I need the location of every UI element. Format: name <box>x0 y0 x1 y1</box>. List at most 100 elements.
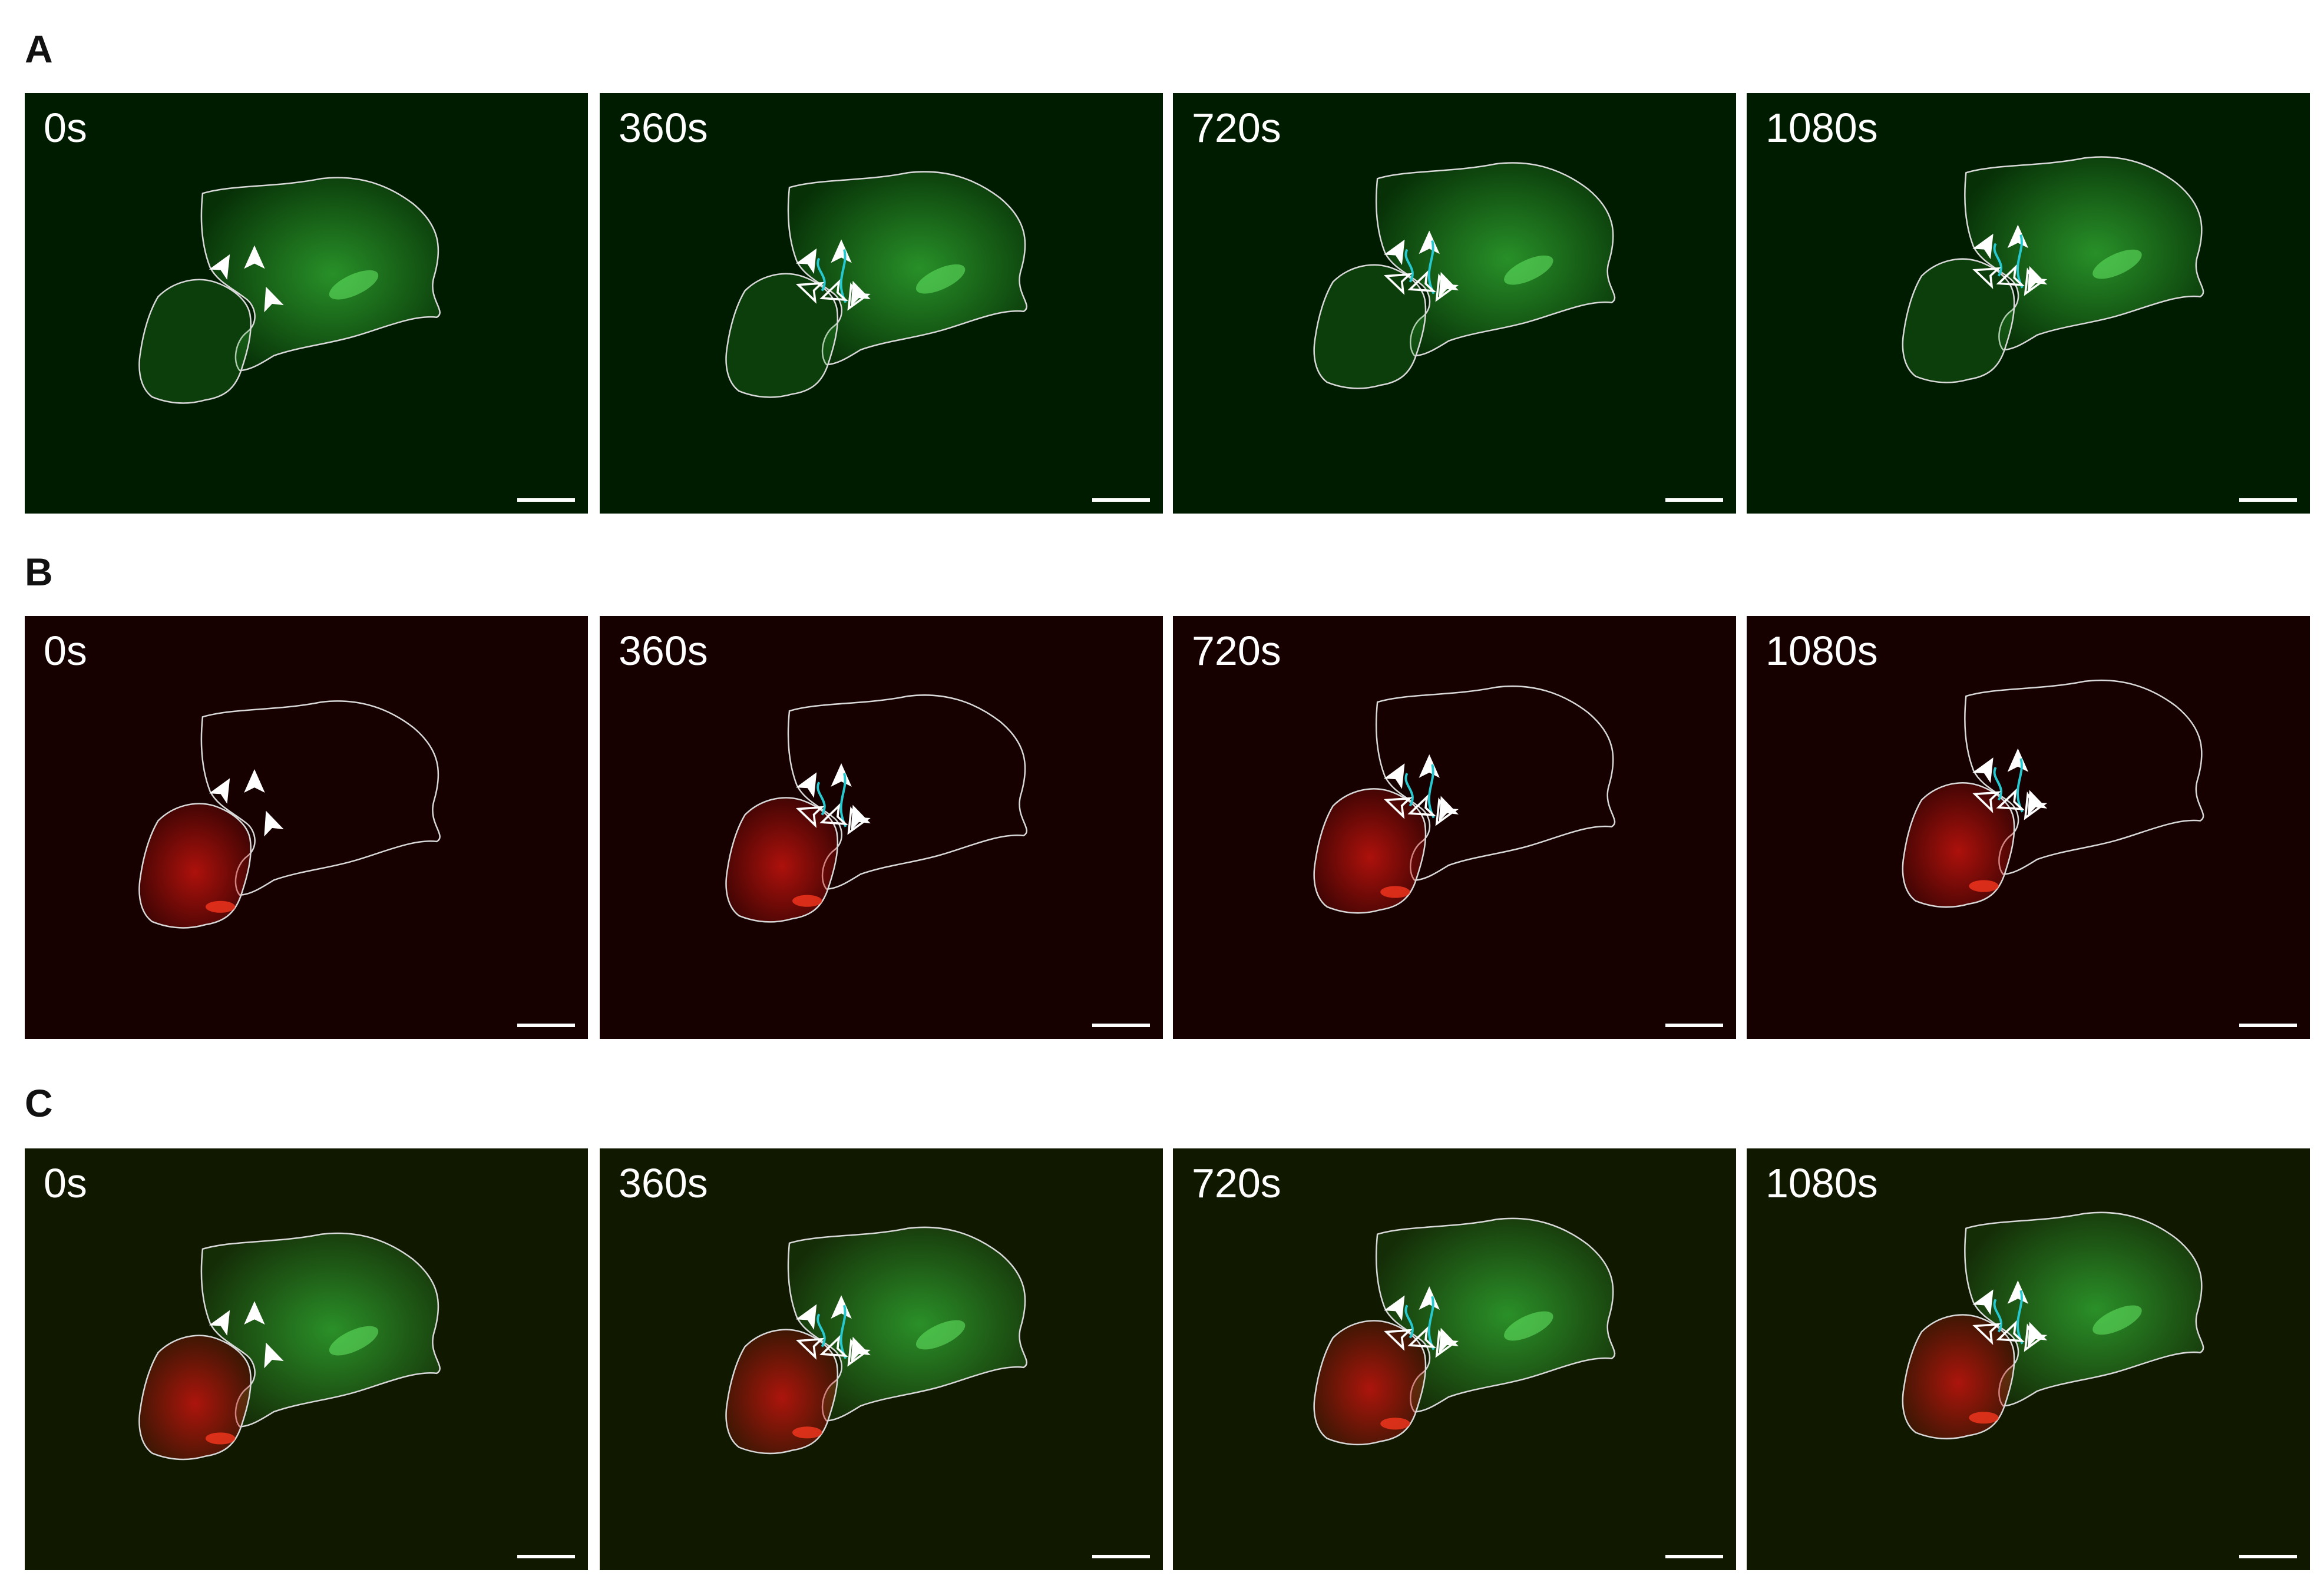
cell-image <box>1902 156 2204 383</box>
cell-image <box>138 177 441 404</box>
filled-arrowhead-icon <box>1384 239 1405 266</box>
micrograph-panel-green: 720s <box>1173 93 1736 514</box>
micrograph-panel-green: 0s <box>25 93 588 514</box>
open-arrowhead-icon <box>1972 267 2001 289</box>
trajectory-track <box>1993 758 2024 813</box>
small-cell-outline <box>1902 1314 2015 1440</box>
timepoint-label: 1080s <box>1766 1160 1878 1206</box>
small-cell-outline <box>1313 788 1427 914</box>
filled-arrowhead-icon <box>1384 763 1405 789</box>
trajectory-track <box>1404 1296 1435 1350</box>
small-cell-outline <box>725 273 839 398</box>
trajectory-track <box>816 773 847 827</box>
filled-arrowhead-icon <box>1419 754 1440 778</box>
open-arrowhead-icon <box>1384 273 1413 295</box>
open-arrowhead-icon <box>1407 1326 1436 1349</box>
cell-image <box>1902 679 2204 908</box>
filled-arrowhead-icon <box>795 772 817 798</box>
open-arrowhead-icon <box>795 1337 825 1360</box>
large-cell-outline <box>1375 685 1616 881</box>
large-cell-outline <box>1375 162 1616 357</box>
open-arrowhead-icon <box>1407 270 1436 293</box>
scale-bar <box>2239 1555 2297 1558</box>
open-arrowhead-icon <box>1972 1323 2001 1345</box>
open-arrowhead-icon <box>1996 264 2025 287</box>
timepoint-label: 0s <box>44 628 87 674</box>
timepoint-label: 720s <box>1192 1160 1281 1206</box>
red-fluorescent-spot <box>792 1426 822 1439</box>
cell-image <box>1313 162 1616 389</box>
green-fluorescent-spot <box>329 270 379 300</box>
micrograph-panel-merge: 720s <box>1173 1148 1736 1570</box>
timepoint-label: 1080s <box>1766 628 1878 674</box>
timepoint-label: 0s <box>44 105 87 151</box>
filled-arrowhead-icon <box>264 1342 284 1369</box>
scale-bar <box>1665 1555 1723 1558</box>
scale-bar <box>517 1024 575 1027</box>
open-arrowhead-icon <box>1384 797 1413 819</box>
open-arrowhead-icon <box>1435 1329 1459 1358</box>
open-arrowhead-icon <box>2024 791 2048 820</box>
timepoint-label: 0s <box>44 1160 87 1206</box>
open-arrowhead-icon <box>1435 797 1459 826</box>
cell-image <box>725 171 1028 398</box>
filled-arrowhead-icon <box>209 254 230 280</box>
filled-arrowhead-icon <box>209 778 230 804</box>
green-fluorescent-spot <box>1504 255 1553 285</box>
open-arrowhead-icon <box>847 1338 871 1367</box>
open-arrowhead-icon <box>795 282 825 304</box>
large-cell-outline <box>1964 679 2204 875</box>
timepoint-label: 360s <box>619 1160 708 1206</box>
scale-bar <box>1092 1555 1150 1558</box>
red-fluorescent-spot <box>1969 880 1999 892</box>
scale-bar <box>1665 1024 1723 1027</box>
timepoint-label: 360s <box>619 105 708 151</box>
small-cell-outline <box>138 1335 252 1461</box>
filled-arrowhead-icon <box>1439 796 1459 822</box>
scale-bar <box>2239 498 2297 502</box>
micrograph-panel-red: 1080s <box>1747 616 2310 1039</box>
green-fluorescent-spot <box>329 1326 379 1356</box>
large-cell-outline <box>200 177 441 372</box>
open-arrowhead-icon <box>1435 273 1459 302</box>
trajectory-track <box>816 249 847 303</box>
filled-arrowhead-icon <box>1384 1295 1405 1321</box>
large-cell-outline <box>787 171 1028 366</box>
open-arrowhead-icon <box>847 282 871 311</box>
filled-arrowhead-icon <box>2007 748 2029 772</box>
micrograph-panel-red: 0s <box>25 616 588 1039</box>
cell-image <box>1313 685 1616 914</box>
large-cell-outline <box>200 1232 441 1428</box>
green-fluorescent-spot <box>2092 1305 2142 1335</box>
micrograph-panel-red: 360s <box>600 616 1163 1039</box>
filled-arrowhead-icon <box>264 810 284 837</box>
open-arrowhead-icon <box>2024 267 2048 296</box>
green-fluorescent-spot <box>2092 249 2142 279</box>
large-cell-outline <box>1964 156 2204 351</box>
micrograph-panel-red: 720s <box>1173 616 1736 1039</box>
cell-image <box>1902 1211 2204 1440</box>
small-cell-outline <box>1313 1320 1427 1446</box>
filled-arrowhead-icon <box>244 769 265 793</box>
timepoint-label: 360s <box>619 628 708 674</box>
micrograph-panel-green: 360s <box>600 93 1163 514</box>
large-cell-outline <box>787 694 1028 890</box>
open-arrowhead-icon <box>819 279 848 302</box>
small-cell-outline <box>1902 782 2015 908</box>
filled-arrowhead-icon <box>851 804 871 831</box>
open-arrowhead-icon <box>1407 794 1436 816</box>
open-arrowhead-icon <box>2024 1323 2048 1352</box>
filled-arrowhead-icon <box>795 248 817 274</box>
red-fluorescent-spot <box>205 900 236 913</box>
filled-arrowhead-icon <box>1972 233 1994 260</box>
timepoint-label: 720s <box>1192 105 1281 151</box>
micrograph-panel-merge: 1080s <box>1747 1148 2310 1570</box>
small-cell-outline <box>725 797 839 923</box>
scale-bar <box>2239 1024 2297 1027</box>
trajectory-track <box>1404 764 1435 819</box>
small-cell-outline <box>138 803 252 929</box>
large-cell-outline <box>1964 1211 2204 1407</box>
cell-image <box>725 694 1028 923</box>
filled-arrowhead-icon <box>244 245 265 269</box>
large-cell-outline <box>1375 1217 1616 1413</box>
